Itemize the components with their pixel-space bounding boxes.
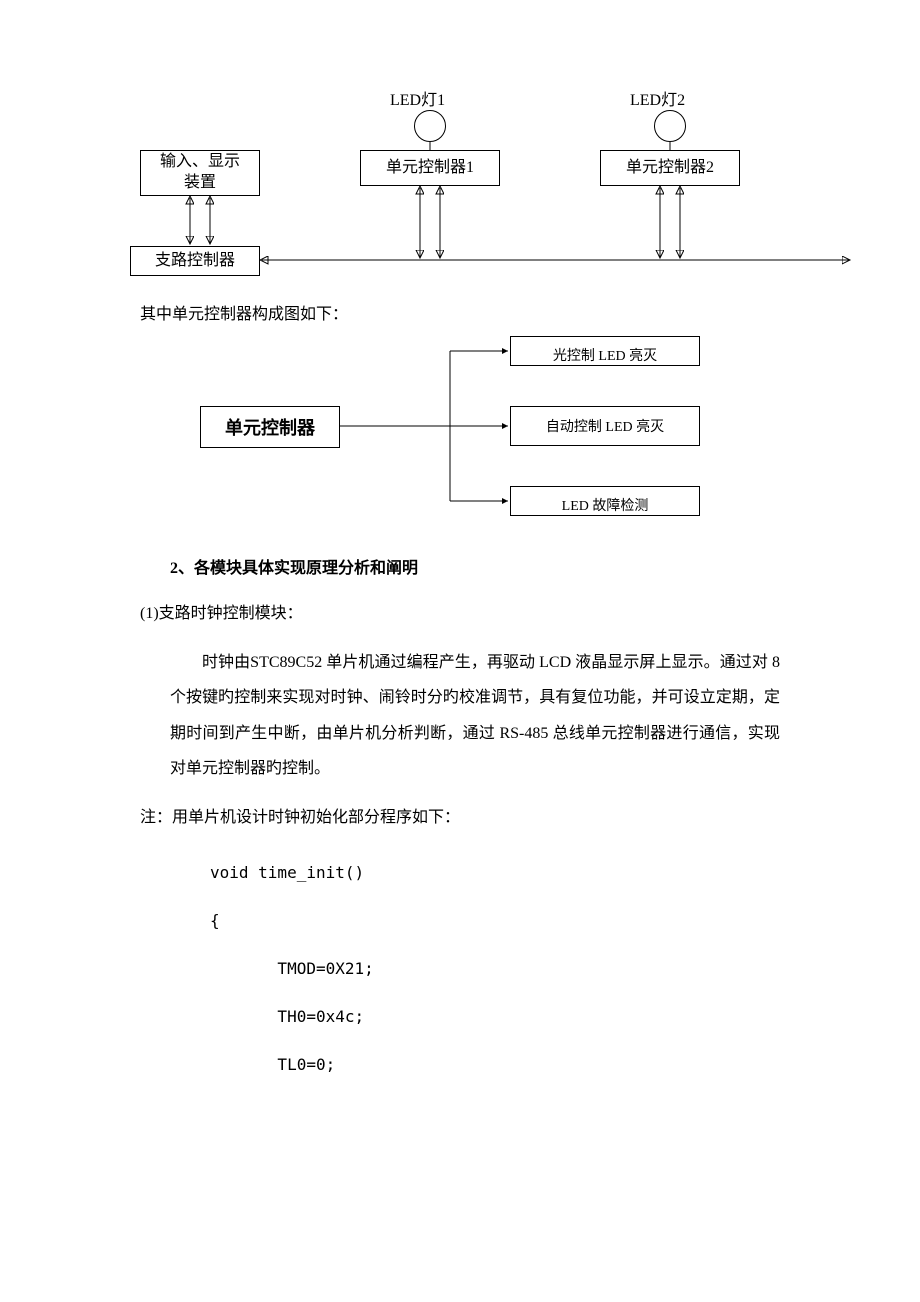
branch-controller-box: 支路控制器 <box>130 246 260 276</box>
unit-controller-main-box: 单元控制器 <box>200 406 340 448</box>
led1-icon <box>414 110 446 142</box>
system-diagram: LED灯1 LED灯2 输入、显示 装置 单元控制器1 单元控制器2 支路控制器 <box>130 60 870 280</box>
code-line: void time_init() <box>210 849 780 897</box>
document-page: LED灯1 LED灯2 输入、显示 装置 单元控制器1 单元控制器2 支路控制器… <box>0 0 920 1149</box>
unit-controller-diagram: 单元控制器 光控制 LED 亮灭 自动控制 LED 亮灭 LED 故障检测 <box>200 336 760 526</box>
input-display-box: 输入、显示 装置 <box>140 150 260 196</box>
note-line: 注：用单片机设计时钟初始化部分程序如下： <box>140 800 780 835</box>
unit-controller-1-box: 单元控制器1 <box>360 150 500 186</box>
diagram2-caption: 其中单元控制器构成图如下： <box>140 300 780 324</box>
code-block: void time_init() { TMOD=0X21; TH0=0x4c; … <box>210 849 780 1089</box>
code-line: TH0=0x4c; <box>210 993 780 1041</box>
paragraph-clock-module: 时钟由STC89C52 单片机通过编程产生，再驱动 LCD 液晶显示屏上显示。通… <box>170 645 780 786</box>
code-line: TL0=0; <box>210 1041 780 1089</box>
light-control-box: 光控制 LED 亮灭 <box>510 336 700 366</box>
subsection-1-heading: (1)支路时钟控制模块： <box>140 596 780 631</box>
auto-control-box: 自动控制 LED 亮灭 <box>510 406 700 446</box>
fault-detect-box: LED 故障检测 <box>510 486 700 516</box>
code-line: { <box>210 897 780 945</box>
section-2-heading: 2、各模块具体实现原理分析和阐明 <box>170 554 780 578</box>
led2-icon <box>654 110 686 142</box>
unit-controller-2-box: 单元控制器2 <box>600 150 740 186</box>
code-line: TMOD=0X21; <box>210 945 780 993</box>
led1-label: LED灯1 <box>390 86 445 110</box>
led2-label: LED灯2 <box>630 86 685 110</box>
